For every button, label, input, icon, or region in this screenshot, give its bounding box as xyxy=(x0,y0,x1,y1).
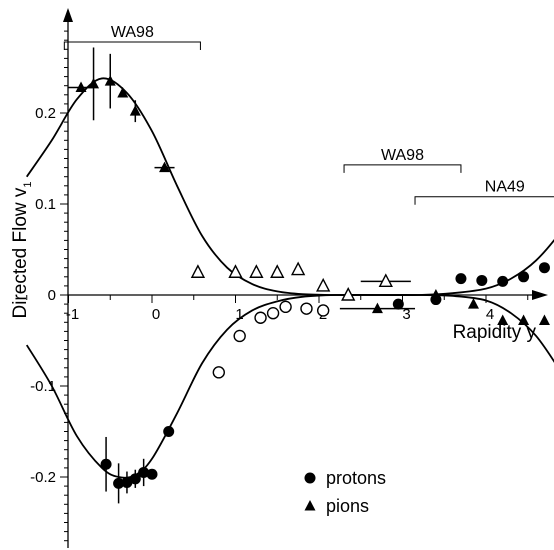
data-point xyxy=(88,77,100,89)
annotation-bracket: WA98 xyxy=(63,24,201,51)
series-pions xyxy=(68,47,550,325)
data-point xyxy=(212,366,226,379)
legend-entry: protons xyxy=(304,468,386,488)
data-point xyxy=(316,304,330,317)
legend-entry: pions xyxy=(304,496,369,516)
data-point xyxy=(476,274,488,286)
x-axis-title: Rapidity y xyxy=(453,322,537,343)
data-point xyxy=(518,271,530,283)
legend-label: pions xyxy=(326,496,369,516)
series-protons-reflected xyxy=(212,300,330,379)
y-axis-title: Directed Flow v1 xyxy=(10,181,34,318)
annotation-bracket: WA98 xyxy=(343,147,462,173)
data-point xyxy=(233,329,246,343)
data-point xyxy=(113,477,125,489)
data-point xyxy=(100,458,112,470)
data-point xyxy=(279,300,292,314)
legend-marker xyxy=(304,500,316,511)
data-point xyxy=(316,277,331,292)
data-point xyxy=(75,81,87,93)
bracket-line xyxy=(414,196,554,205)
bracket-line xyxy=(63,41,201,51)
y-tick-label: 0 xyxy=(48,287,56,304)
data-point xyxy=(249,264,264,278)
data-point xyxy=(129,105,141,116)
data-point xyxy=(290,261,306,276)
data-point xyxy=(117,86,129,98)
data-markers xyxy=(68,47,550,504)
data-point xyxy=(538,314,550,325)
legend: protons pions xyxy=(304,468,386,516)
data-point xyxy=(163,426,175,437)
annotation-bracket: NA49 xyxy=(414,179,554,205)
data-point xyxy=(371,302,383,314)
data-point xyxy=(121,476,133,488)
bracket-line xyxy=(343,164,462,173)
x-tick-label: 3 xyxy=(402,306,410,323)
annotation-label: WA98 xyxy=(381,147,424,164)
y-axis-arrow xyxy=(63,8,73,22)
series-pions-reflected xyxy=(190,261,411,301)
series-protons xyxy=(100,262,550,504)
annotation-label: WA98 xyxy=(111,24,154,41)
data-point xyxy=(190,264,206,278)
data-point xyxy=(300,302,313,315)
data-point xyxy=(146,468,158,480)
data-point xyxy=(138,466,150,478)
data-point xyxy=(341,286,356,301)
data-point xyxy=(378,273,393,288)
data-point xyxy=(254,311,267,324)
annotations: WA98 WA98 NA49 xyxy=(63,24,554,205)
data-point xyxy=(497,314,509,325)
data-point xyxy=(159,161,171,173)
x-axis-arrow xyxy=(532,290,548,300)
data-point xyxy=(430,289,442,300)
y-tick-label: 0.1 xyxy=(35,196,56,213)
data-point xyxy=(270,264,285,278)
x-tick-label: 0 xyxy=(152,306,160,323)
data-point xyxy=(497,275,509,287)
legend-marker xyxy=(304,472,316,484)
data-point xyxy=(518,314,530,325)
data-point xyxy=(266,307,280,320)
data-point xyxy=(104,75,116,86)
y-tick-label: 0.2 xyxy=(35,105,56,122)
data-point xyxy=(228,264,243,278)
x-tick-label: 4 xyxy=(486,306,494,323)
data-point xyxy=(538,262,550,274)
data-point xyxy=(455,273,467,285)
y-tick-label: -0.2 xyxy=(30,469,56,486)
data-point xyxy=(392,298,404,310)
legend-label: protons xyxy=(326,468,386,488)
annotation-label: NA49 xyxy=(485,179,525,196)
data-point xyxy=(467,298,479,309)
x-tick-label: 1 xyxy=(235,306,243,323)
data-point xyxy=(129,473,141,485)
x-tick-label: -1 xyxy=(66,306,79,323)
